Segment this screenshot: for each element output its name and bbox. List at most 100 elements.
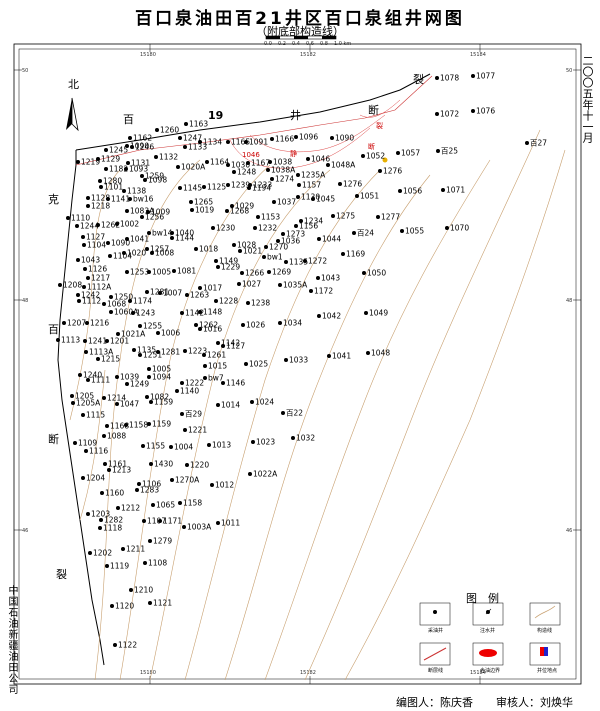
well[interactable]: 1116 (84, 447, 108, 456)
well[interactable]: 1203 (86, 510, 110, 519)
well[interactable]: 1026 (241, 321, 265, 330)
well[interactable]: 1205A (71, 399, 101, 408)
well[interactable]: 1142 (216, 339, 240, 348)
well[interactable]: 1129 (96, 155, 120, 164)
well[interactable]: 1022A (248, 470, 278, 479)
well[interactable]: 1049 (364, 309, 388, 318)
well[interactable]: 1245 (104, 146, 128, 155)
well[interactable]: 1270 (264, 243, 288, 252)
well[interactable]: 1281 (156, 348, 180, 357)
well[interactable]: 1232 (253, 224, 277, 233)
well[interactable]: 1005 (147, 365, 171, 374)
well[interactable]: 1135 (284, 258, 308, 267)
well[interactable]: 1169 (341, 250, 365, 259)
well[interactable]: 1093 (124, 165, 148, 174)
well[interactable]: 1109 (73, 439, 97, 448)
well[interactable]: 1242 (76, 291, 100, 300)
well[interactable]: 1041 (125, 235, 149, 244)
well[interactable]: 1230 (211, 224, 235, 233)
well[interactable]: 1255 (138, 322, 162, 331)
well[interactable]: 1047 (115, 400, 139, 409)
well[interactable]: bw14 (147, 229, 173, 238)
well[interactable]: bw1 (262, 253, 283, 262)
well[interactable]: 1004 (169, 443, 193, 452)
well[interactable]: 1280 (98, 177, 122, 186)
well[interactable]: 1251 (138, 351, 162, 360)
well[interactable]: 1153 (256, 213, 280, 222)
well[interactable]: 1088 (102, 432, 126, 441)
well[interactable]: 1113A (84, 348, 114, 357)
well[interactable]: 1120 (110, 602, 134, 611)
well[interactable]: 1249 (125, 380, 149, 389)
well[interactable]: 1110 (66, 214, 90, 223)
well[interactable]: 1145 (178, 184, 202, 193)
well[interactable]: 1033 (284, 356, 308, 365)
well[interactable]: 1104 (108, 252, 132, 261)
well[interactable]: 1071 (441, 186, 465, 195)
well[interactable]: 1041 (327, 352, 351, 361)
well[interactable]: 1207 (62, 319, 86, 328)
well[interactable]: 1240 (78, 371, 102, 380)
well[interactable]: 1016 (198, 325, 222, 334)
well[interactable]: 1160 (100, 489, 124, 498)
well[interactable]: 1028 (232, 241, 256, 250)
well[interactable]: 1241 (83, 337, 107, 346)
well[interactable]: 1272 (303, 257, 327, 266)
well[interactable]: 1276 (338, 180, 362, 189)
well[interactable]: 1132 (154, 153, 178, 162)
well[interactable]: 1210 (129, 586, 153, 595)
well[interactable]: 1065 (151, 501, 175, 510)
well[interactable]: 1048 (366, 349, 390, 358)
well[interactable]: 1051 (355, 192, 379, 201)
well[interactable]: 1005 (147, 268, 171, 277)
well[interactable]: 1194 (247, 184, 271, 193)
well[interactable]: 1274 (270, 175, 294, 184)
well[interactable]: 1158 (124, 421, 148, 430)
well[interactable]: 1166 (270, 135, 294, 144)
well[interactable]: 1135 (132, 346, 156, 355)
well[interactable]: 1156 (294, 222, 318, 231)
well[interactable]: 百29 (180, 410, 202, 419)
well[interactable]: 1077 (471, 72, 495, 81)
well[interactable]: 1036 (276, 237, 300, 246)
well[interactable]: 1107 (142, 517, 166, 526)
well[interactable]: 1201 (105, 337, 129, 346)
well[interactable]: 1270A (170, 476, 200, 485)
well[interactable]: 1161 (103, 460, 127, 469)
well[interactable]: 1113 (56, 336, 80, 345)
well[interactable]: 1130 (296, 193, 320, 202)
well[interactable]: 1034 (278, 319, 302, 328)
well[interactable]: 1275 (331, 212, 355, 221)
well[interactable]: 1015 (203, 362, 227, 371)
well[interactable]: 1017 (198, 284, 222, 293)
well[interactable]: 1056 (398, 187, 422, 196)
well[interactable]: 1276 (378, 167, 402, 176)
well[interactable]: 1171 (158, 517, 182, 526)
well[interactable]: 1162 (128, 134, 152, 143)
well[interactable]: 百27 (525, 139, 547, 148)
well[interactable]: 百24 (352, 229, 374, 238)
well[interactable]: 1243 (131, 309, 155, 318)
well[interactable]: 1268 (225, 207, 249, 216)
well[interactable]: 1262 (194, 321, 218, 330)
well[interactable]: 1215 (96, 355, 120, 364)
well[interactable]: 1082 (145, 393, 169, 402)
well[interactable]: 1029 (230, 202, 254, 211)
well[interactable]: 1112A (82, 283, 112, 292)
well[interactable]: 1027 (237, 280, 261, 289)
well[interactable]: 1019 (190, 206, 214, 215)
well[interactable]: 1126 (83, 265, 107, 274)
well[interactable]: 1265 (189, 198, 213, 207)
well[interactable]: 1035A (278, 281, 308, 290)
well[interactable]: 1042 (317, 312, 341, 321)
well[interactable]: 1202 (88, 549, 112, 558)
well[interactable]: 1020 (122, 249, 146, 258)
well[interactable]: 1068 (102, 300, 126, 309)
well[interactable]: 1223 (183, 347, 207, 356)
well[interactable]: 1218 (86, 202, 110, 211)
well[interactable]: 1283 (135, 486, 159, 495)
well[interactable]: 1219 (76, 158, 100, 167)
well[interactable]: 1146 (221, 379, 245, 388)
well[interactable]: 1133 (183, 143, 207, 152)
well[interactable]: 1140 (175, 387, 199, 396)
